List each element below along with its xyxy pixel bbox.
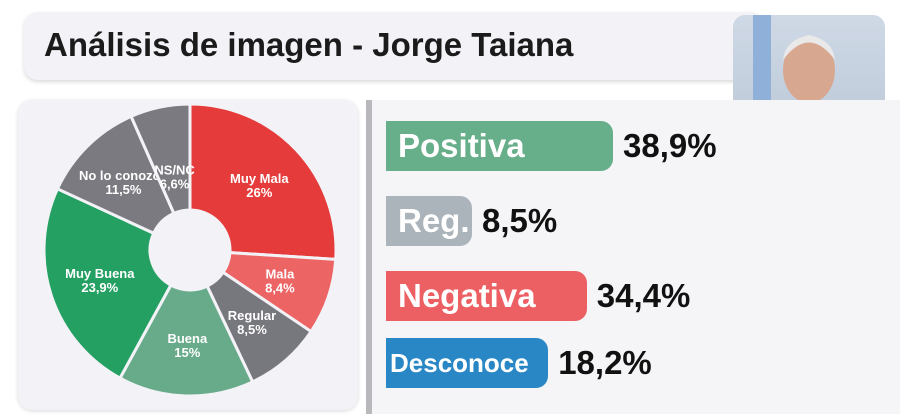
- slice-category-label: Buena: [167, 331, 208, 346]
- bar-desconoce: Desconoce: [386, 338, 549, 388]
- divider: [366, 100, 372, 414]
- title-card: Análisis de imagen - Jorge Taiana: [24, 12, 764, 80]
- slice-category-label: Mala: [265, 267, 295, 282]
- slice-category-label: Regular: [228, 308, 276, 323]
- slice-category-label: NS/NC: [154, 163, 195, 178]
- slice-ns-nc: [129, 102, 192, 215]
- bar-positiva: Positiva: [386, 121, 613, 171]
- slice-no-lo-conozco: [55, 114, 176, 235]
- bar-negativa: Negativa: [386, 271, 587, 321]
- slice-value-label: 11,5%: [105, 182, 142, 197]
- slice-value-label: 23,9%: [81, 280, 118, 295]
- slice-muy-buena: [42, 187, 173, 380]
- bar-value-label: 38,9%: [623, 127, 717, 164]
- page-title: Análisis de imagen - Jorge Taiana: [44, 26, 574, 63]
- slice-value-label: 8,4%: [265, 281, 295, 296]
- bar-value-label: 18,2%: [558, 344, 652, 381]
- slice-category-label: No lo conozco: [79, 168, 168, 183]
- bar-value-label: 34,4%: [596, 277, 691, 314]
- slice-value-label: 6,6%: [160, 177, 190, 192]
- slice-category-label: Muy Mala: [230, 171, 289, 186]
- slice-value-label: 26%: [246, 185, 272, 200]
- slice-buena: [118, 283, 255, 398]
- slice-category-label: Muy Buena: [65, 266, 135, 281]
- slice-value-label: 8,5%: [237, 322, 267, 337]
- bar-value-label: 8,5%: [482, 202, 558, 239]
- slice-value-label: 15%: [174, 345, 200, 360]
- donut-panel: Muy Mala 26% Mala 8,4% Regular 8,5% Buena 15% Mu…: [18, 100, 358, 410]
- slice-muy-mala: [188, 102, 338, 261]
- bar-reg: Reg.: [386, 196, 472, 246]
